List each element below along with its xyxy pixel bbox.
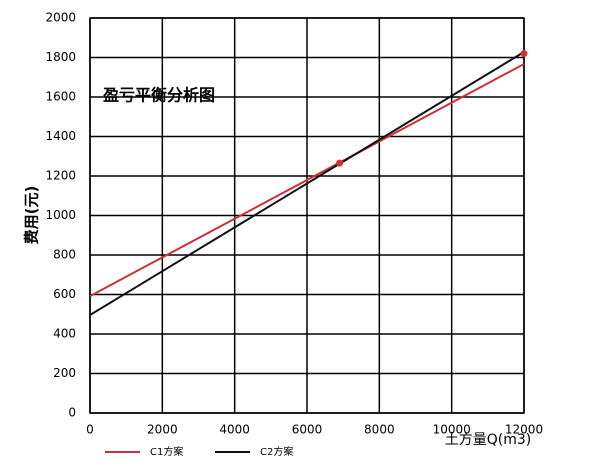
marker [336,159,344,167]
y-tick-label: 1000 [45,208,76,222]
y-tick-label: 2000 [45,11,76,25]
x-tick-label: 8000 [364,423,395,437]
x-tick-label: 2000 [147,423,178,437]
y-tick-label: 1800 [45,50,76,64]
y-tick-label: 400 [53,327,76,341]
y-tick-label: 800 [53,248,76,262]
x-tick-label: 10000 [433,423,471,437]
y-tick-label: 1600 [45,90,76,104]
series-line [89,51,525,316]
y-tick-label: 600 [53,287,76,301]
y-axis-label: 费用(元) [23,186,41,245]
y-tick-label: 1200 [45,169,76,183]
x-tick-label: 12000 [505,423,543,437]
legend-label: C1方案 [150,445,183,458]
series-line [89,63,525,297]
x-tick-label: 0 [86,423,94,437]
chart-title: 盈亏平衡分析图 [102,86,215,105]
x-axis-label: 土方量Q(m3) [445,432,532,448]
x-tick-label: 6000 [292,423,323,437]
x-tick-label: 4000 [219,423,250,437]
y-tick-label: 200 [53,366,76,380]
y-tick-label: 1400 [45,129,76,143]
y-tick-label: 0 [68,406,76,420]
legend-label: C2方案 [260,445,293,458]
marker [520,50,528,58]
